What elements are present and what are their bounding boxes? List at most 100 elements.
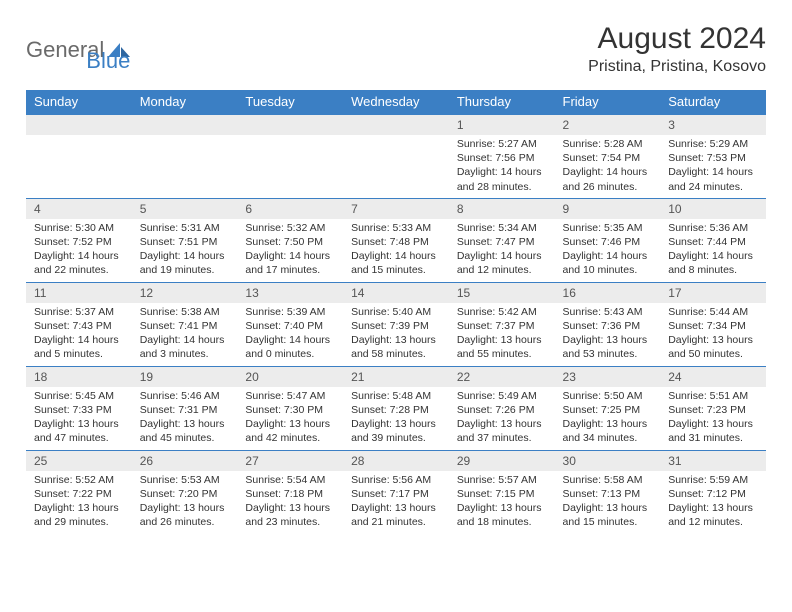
- sunset-line: Sunset: 7:54 PM: [563, 151, 653, 165]
- daylight-line: Daylight: 13 hours and 23 minutes.: [245, 501, 335, 529]
- day-body: Sunrise: 5:52 AMSunset: 7:22 PMDaylight:…: [26, 471, 132, 534]
- calendar-day-cell: 19Sunrise: 5:46 AMSunset: 7:31 PMDayligh…: [132, 366, 238, 450]
- calendar-day-cell: 15Sunrise: 5:42 AMSunset: 7:37 PMDayligh…: [449, 282, 555, 366]
- daylight-line: Daylight: 13 hours and 26 minutes.: [140, 501, 230, 529]
- weekday-header: Friday: [555, 90, 661, 114]
- day-number: 2: [555, 115, 661, 135]
- title-block: August 2024 Pristina, Pristina, Kosovo: [588, 22, 766, 76]
- sunset-line: Sunset: 7:47 PM: [457, 235, 547, 249]
- sunrise-line: Sunrise: 5:42 AM: [457, 305, 547, 319]
- daylight-line: Daylight: 13 hours and 55 minutes.: [457, 333, 547, 361]
- daylight-line: Daylight: 14 hours and 12 minutes.: [457, 249, 547, 277]
- daylight-line: Daylight: 14 hours and 8 minutes.: [668, 249, 758, 277]
- daylight-line: Daylight: 13 hours and 53 minutes.: [563, 333, 653, 361]
- day-number: 7: [343, 199, 449, 219]
- day-body: Sunrise: 5:47 AMSunset: 7:30 PMDaylight:…: [237, 387, 343, 450]
- calendar-day-cell: 22Sunrise: 5:49 AMSunset: 7:26 PMDayligh…: [449, 366, 555, 450]
- sunrise-line: Sunrise: 5:37 AM: [34, 305, 124, 319]
- sunrise-line: Sunrise: 5:35 AM: [563, 221, 653, 235]
- day-body: Sunrise: 5:48 AMSunset: 7:28 PMDaylight:…: [343, 387, 449, 450]
- calendar-day-cell: 26Sunrise: 5:53 AMSunset: 7:20 PMDayligh…: [132, 450, 238, 534]
- calendar-day-cell: 30Sunrise: 5:58 AMSunset: 7:13 PMDayligh…: [555, 450, 661, 534]
- sunset-line: Sunset: 7:20 PM: [140, 487, 230, 501]
- sunrise-line: Sunrise: 5:33 AM: [351, 221, 441, 235]
- calendar-day-cell: 20Sunrise: 5:47 AMSunset: 7:30 PMDayligh…: [237, 366, 343, 450]
- logo: General Blue: [26, 26, 130, 74]
- daylight-line: Daylight: 14 hours and 17 minutes.: [245, 249, 335, 277]
- sunset-line: Sunset: 7:12 PM: [668, 487, 758, 501]
- daylight-line: Daylight: 14 hours and 15 minutes.: [351, 249, 441, 277]
- sunrise-line: Sunrise: 5:43 AM: [563, 305, 653, 319]
- calendar-week-row: 18Sunrise: 5:45 AMSunset: 7:33 PMDayligh…: [26, 366, 766, 450]
- calendar-day-cell: 3Sunrise: 5:29 AMSunset: 7:53 PMDaylight…: [660, 114, 766, 198]
- day-body: [237, 135, 343, 141]
- sunset-line: Sunset: 7:41 PM: [140, 319, 230, 333]
- calendar-week-row: 11Sunrise: 5:37 AMSunset: 7:43 PMDayligh…: [26, 282, 766, 366]
- sunrise-line: Sunrise: 5:39 AM: [245, 305, 335, 319]
- day-body: Sunrise: 5:50 AMSunset: 7:25 PMDaylight:…: [555, 387, 661, 450]
- day-number: 20: [237, 367, 343, 387]
- sunrise-line: Sunrise: 5:45 AM: [34, 389, 124, 403]
- day-body: [26, 135, 132, 141]
- day-number: 19: [132, 367, 238, 387]
- day-body: Sunrise: 5:54 AMSunset: 7:18 PMDaylight:…: [237, 471, 343, 534]
- day-body: Sunrise: 5:31 AMSunset: 7:51 PMDaylight:…: [132, 219, 238, 282]
- calendar-day-cell: 4Sunrise: 5:30 AMSunset: 7:52 PMDaylight…: [26, 198, 132, 282]
- sunset-line: Sunset: 7:37 PM: [457, 319, 547, 333]
- sunrise-line: Sunrise: 5:51 AM: [668, 389, 758, 403]
- day-body: Sunrise: 5:53 AMSunset: 7:20 PMDaylight:…: [132, 471, 238, 534]
- day-number: 23: [555, 367, 661, 387]
- calendar-body: 1Sunrise: 5:27 AMSunset: 7:56 PMDaylight…: [26, 114, 766, 534]
- day-number: 8: [449, 199, 555, 219]
- daylight-line: Daylight: 13 hours and 15 minutes.: [563, 501, 653, 529]
- calendar-day-cell: [132, 114, 238, 198]
- sunrise-line: Sunrise: 5:54 AM: [245, 473, 335, 487]
- day-number: 4: [26, 199, 132, 219]
- sunset-line: Sunset: 7:44 PM: [668, 235, 758, 249]
- calendar-day-cell: 21Sunrise: 5:48 AMSunset: 7:28 PMDayligh…: [343, 366, 449, 450]
- sunrise-line: Sunrise: 5:31 AM: [140, 221, 230, 235]
- day-body: Sunrise: 5:27 AMSunset: 7:56 PMDaylight:…: [449, 135, 555, 198]
- day-number: 31: [660, 451, 766, 471]
- day-body: Sunrise: 5:43 AMSunset: 7:36 PMDaylight:…: [555, 303, 661, 366]
- day-number: 12: [132, 283, 238, 303]
- sunrise-line: Sunrise: 5:30 AM: [34, 221, 124, 235]
- daylight-line: Daylight: 14 hours and 26 minutes.: [563, 165, 653, 193]
- day-number: 14: [343, 283, 449, 303]
- day-number: [26, 115, 132, 135]
- daylight-line: Daylight: 14 hours and 28 minutes.: [457, 165, 547, 193]
- day-body: Sunrise: 5:56 AMSunset: 7:17 PMDaylight:…: [343, 471, 449, 534]
- calendar-day-cell: [343, 114, 449, 198]
- calendar-day-cell: 31Sunrise: 5:59 AMSunset: 7:12 PMDayligh…: [660, 450, 766, 534]
- day-body: Sunrise: 5:58 AMSunset: 7:13 PMDaylight:…: [555, 471, 661, 534]
- weekday-header: Monday: [132, 90, 238, 114]
- weekday-header: Thursday: [449, 90, 555, 114]
- daylight-line: Daylight: 13 hours and 29 minutes.: [34, 501, 124, 529]
- sunset-line: Sunset: 7:23 PM: [668, 403, 758, 417]
- day-number: 21: [343, 367, 449, 387]
- sunrise-line: Sunrise: 5:27 AM: [457, 137, 547, 151]
- sunset-line: Sunset: 7:43 PM: [34, 319, 124, 333]
- day-number: 6: [237, 199, 343, 219]
- sunset-line: Sunset: 7:52 PM: [34, 235, 124, 249]
- daylight-line: Daylight: 13 hours and 18 minutes.: [457, 501, 547, 529]
- day-body: Sunrise: 5:37 AMSunset: 7:43 PMDaylight:…: [26, 303, 132, 366]
- calendar-day-cell: 14Sunrise: 5:40 AMSunset: 7:39 PMDayligh…: [343, 282, 449, 366]
- day-body: Sunrise: 5:57 AMSunset: 7:15 PMDaylight:…: [449, 471, 555, 534]
- day-body: [132, 135, 238, 141]
- sunrise-line: Sunrise: 5:36 AM: [668, 221, 758, 235]
- sunrise-line: Sunrise: 5:52 AM: [34, 473, 124, 487]
- day-number: 30: [555, 451, 661, 471]
- day-body: Sunrise: 5:51 AMSunset: 7:23 PMDaylight:…: [660, 387, 766, 450]
- daylight-line: Daylight: 14 hours and 10 minutes.: [563, 249, 653, 277]
- sunset-line: Sunset: 7:34 PM: [668, 319, 758, 333]
- day-body: Sunrise: 5:59 AMSunset: 7:12 PMDaylight:…: [660, 471, 766, 534]
- day-number: 26: [132, 451, 238, 471]
- weekday-header: Saturday: [660, 90, 766, 114]
- sunrise-line: Sunrise: 5:58 AM: [563, 473, 653, 487]
- weekday-header-row: SundayMondayTuesdayWednesdayThursdayFrid…: [26, 90, 766, 114]
- calendar-day-cell: 17Sunrise: 5:44 AMSunset: 7:34 PMDayligh…: [660, 282, 766, 366]
- day-number: 13: [237, 283, 343, 303]
- weekday-header: Wednesday: [343, 90, 449, 114]
- sunrise-line: Sunrise: 5:57 AM: [457, 473, 547, 487]
